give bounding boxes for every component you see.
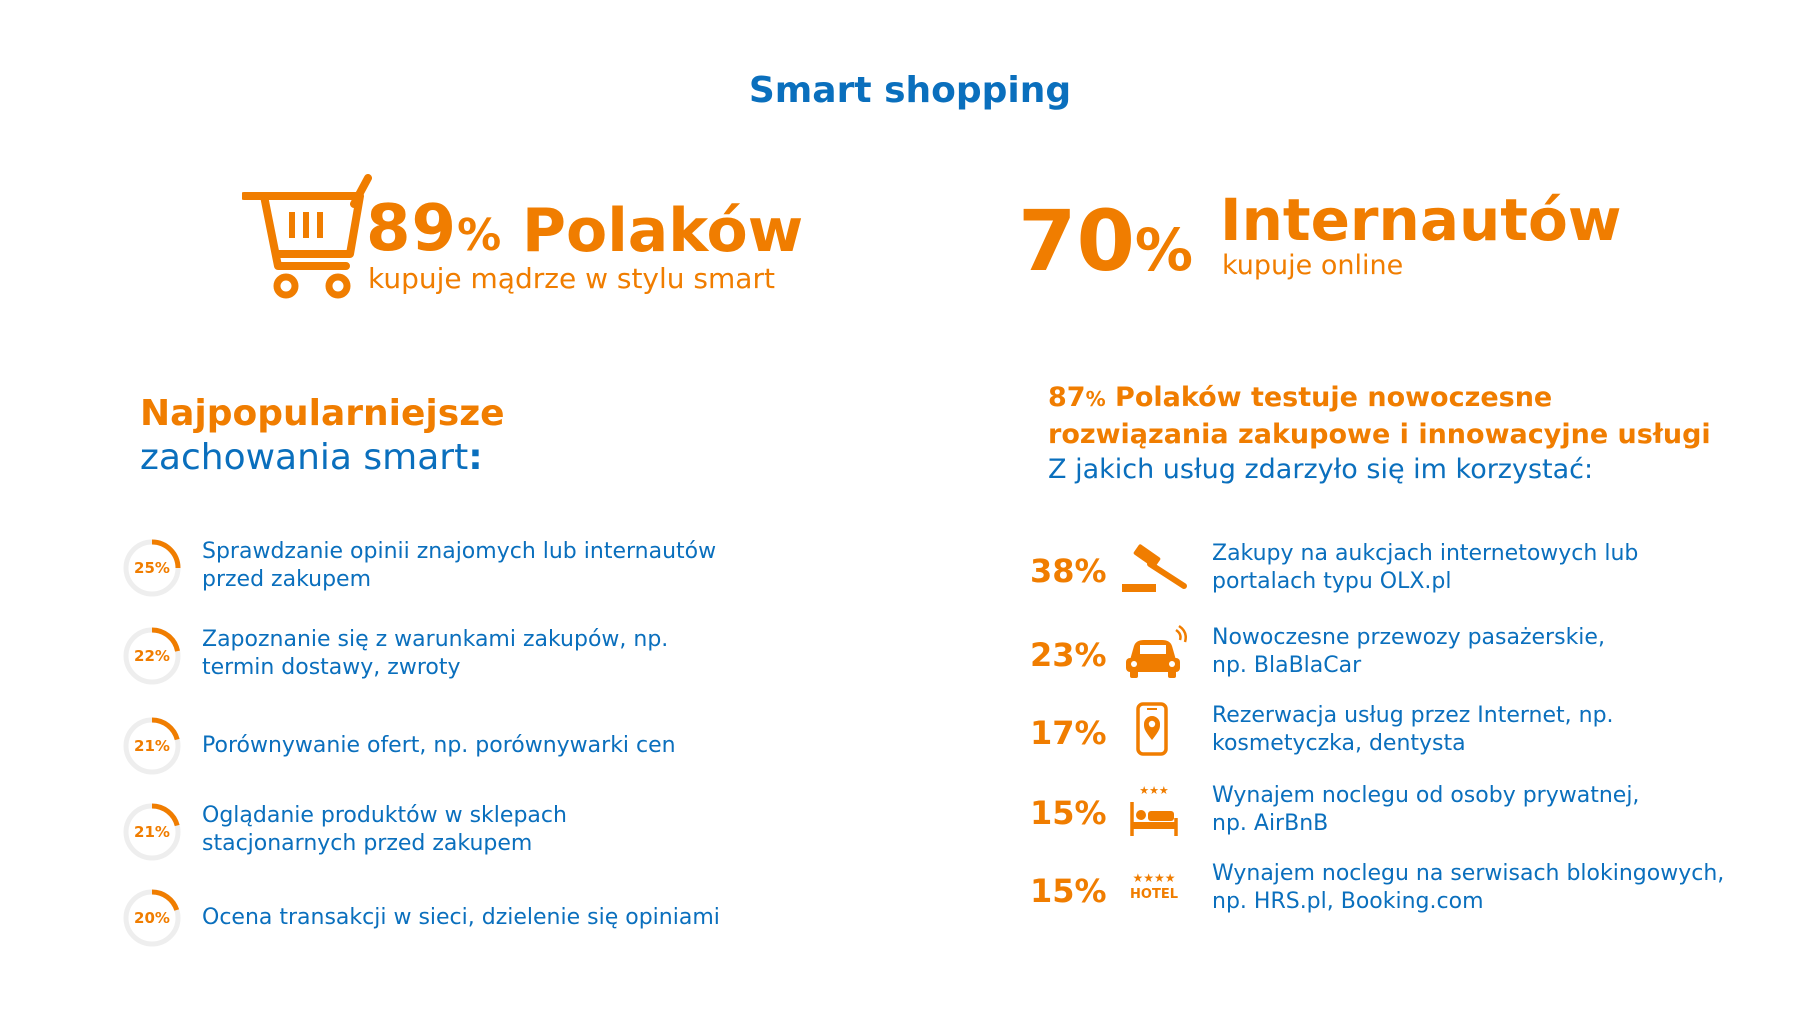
hotel-stars: ★★★★ xyxy=(1132,871,1175,885)
service-item: 15% ★★★ Wynajem noclegu od osoby prywatn… xyxy=(1030,782,1750,852)
percent-label: 25% xyxy=(134,559,170,577)
service-percent: 38% xyxy=(1030,552,1107,590)
percent-label: 21% xyxy=(134,737,170,755)
service-text: Wynajem noclegu na serwisach blokingowyc… xyxy=(1212,861,1725,914)
behaviours-heading-line1: Najpopularniejsze xyxy=(140,393,505,434)
behaviour-text: Zapoznanie się z warunkami zakupów, np. t… xyxy=(202,627,669,680)
service-text: Rezerwacja usług przez Internet, np. kosm… xyxy=(1212,703,1614,756)
service-percent: 15% xyxy=(1030,872,1107,910)
percent-ring xyxy=(123,889,181,947)
service-text: Wynajem noclegu od osoby prywatnej, np. A… xyxy=(1212,783,1640,836)
service-text: Nowoczesne przewozy pasażerskie, np. BlaB… xyxy=(1212,625,1605,678)
stat-left-subtitle: kupuje mądrze w stylu smart xyxy=(368,262,775,295)
stat-left-percent: 89% xyxy=(366,192,503,266)
service-item: 17% Rezerwacja usług przez Internet, np.… xyxy=(1030,702,1750,772)
hotel-label: HOTEL xyxy=(1130,887,1178,902)
behaviour-item: 21% Oglądanie produktów w sklepach stacjo… xyxy=(122,802,742,872)
percent-label: 22% xyxy=(134,647,170,665)
behaviour-text: Sprawdzanie opinii znajomych lub interna… xyxy=(202,539,717,592)
percent-ring xyxy=(123,627,181,685)
stat-left-word: Polaków xyxy=(522,196,804,266)
percent-ring xyxy=(123,803,181,861)
smartphone-location-icon xyxy=(1136,702,1168,756)
stat-right-subtitle: kupuje online xyxy=(1222,250,1404,281)
page-title: Smart shopping xyxy=(748,70,1072,111)
services-heading: 87% Polaków testuje nowoczesne rozwiązan… xyxy=(1048,380,1711,487)
service-text: Zakupy na aukcjach internetowych lub port… xyxy=(1212,541,1639,594)
service-item: 38% Zakupy na aukcjach internetowych lub… xyxy=(1030,540,1750,610)
percent-ring xyxy=(123,717,181,775)
percent-label: 20% xyxy=(134,909,170,927)
hotel-four-stars-icon: ★★★★ HOTEL xyxy=(1130,871,1178,902)
service-item: 23% Nowoczesne przewozy pasażerskie, np. … xyxy=(1030,624,1750,694)
service-percent: 17% xyxy=(1030,714,1107,752)
behaviour-text: Oglądanie produktów w sklepach stacjonarn… xyxy=(202,803,567,856)
connected-car-icon xyxy=(1126,624,1187,678)
service-item: 15% ★★★★ HOTEL Wynajem noclegu na serwis… xyxy=(1030,860,1750,930)
shopping-cart-icon xyxy=(242,174,372,299)
behaviour-item: 22% Zapoznanie się z warunkami zakupów, … xyxy=(122,626,742,696)
auction-gavel-icon xyxy=(1122,544,1187,592)
stat-right-percent: 70% xyxy=(1018,192,1194,290)
service-percent: 23% xyxy=(1030,636,1107,674)
behaviour-item: 20% Ocena transakcji w sieci, dzielenie … xyxy=(122,888,742,958)
bed-stars: ★★★ xyxy=(1139,784,1169,797)
percent-ring xyxy=(123,539,181,597)
behaviours-heading: Najpopularniejsze zachowania smart: xyxy=(140,392,505,480)
percent-label: 21% xyxy=(134,823,170,841)
behaviour-item: 25% Sprawdzanie opinii znajomych lub int… xyxy=(122,538,742,608)
behaviour-text: Porównywanie ofert, np. porównywarki cen xyxy=(202,733,676,758)
service-percent: 15% xyxy=(1030,794,1107,832)
services-heading-line1: 87% Polaków testuje nowoczesne xyxy=(1048,382,1553,413)
behaviour-text: Ocena transakcji w sieci, dzielenie się … xyxy=(202,905,720,930)
behaviour-item: 21% Porównywanie ofert, np. porównywarki… xyxy=(122,716,742,786)
services-heading-line2: rozwiązania zakupowe i innowacyjne usług… xyxy=(1048,419,1711,450)
stat-right-word: Internautów xyxy=(1220,186,1622,254)
bed-three-stars-icon: ★★★ xyxy=(1130,784,1178,836)
behaviours-heading-line2: zachowania smart: xyxy=(140,437,483,478)
services-heading-line3: Z jakich usług zdarzyło się im korzystać… xyxy=(1048,454,1594,485)
